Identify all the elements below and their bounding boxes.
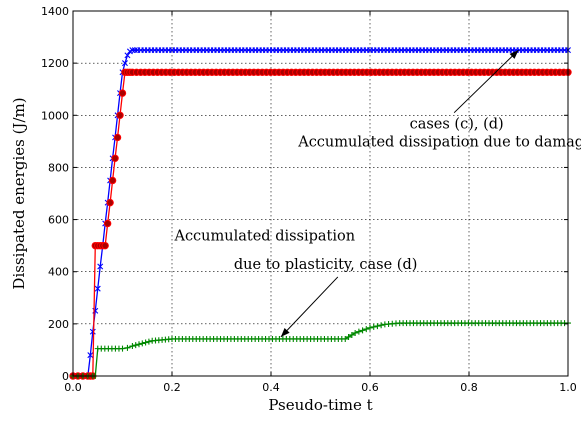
data-point (89, 328, 96, 335)
data-point (111, 154, 119, 163)
data-point (113, 133, 122, 142)
data-point (378, 322, 385, 329)
x-axis-label: Pseudo-time t (268, 396, 372, 414)
y-tick-label: 600 (48, 214, 69, 227)
data-point (139, 340, 146, 347)
annotation-text: due to plasticity, case (d) (234, 257, 418, 273)
annotation-arrowhead (280, 327, 290, 337)
data-point (342, 335, 349, 342)
annotation-text: cases (c), (d) (410, 116, 504, 132)
ticks: 0.0 0.2 0.4 0.6 0.8 1.0 0 200 400 600 800 1000 1200 1… (41, 5, 577, 394)
annotation-arrow (453, 49, 519, 114)
y-tick-label: 200 (48, 318, 69, 331)
data-point (145, 338, 152, 345)
data-point (124, 344, 131, 351)
y-tick-label: 1200 (41, 57, 69, 70)
data-point (108, 176, 117, 185)
x-tick-label: 1.0 (559, 381, 577, 394)
data-point (106, 198, 114, 207)
data-point (363, 326, 370, 333)
series-1 (69, 68, 572, 380)
data-point (345, 333, 352, 340)
data-point (355, 328, 362, 335)
annotation-arrows (280, 49, 519, 338)
series-line (73, 322, 568, 377)
data-point (374, 323, 381, 330)
data-point (129, 47, 136, 54)
y-tick-label: 400 (48, 266, 69, 279)
data-point (87, 352, 94, 359)
y-axis-label: Dissipated energies (J/m) (10, 97, 28, 289)
data-point (129, 343, 136, 350)
x-tick-label: 0.2 (163, 381, 181, 394)
y-tick-label: 1000 (41, 109, 69, 122)
data-point (101, 241, 109, 250)
series-line (73, 49, 568, 377)
series-layer (69, 47, 572, 380)
data-point (97, 263, 104, 270)
data-point (348, 331, 355, 338)
data-point (94, 285, 101, 292)
series-0 (70, 47, 571, 379)
data-point (367, 324, 373, 331)
annotation-text: Accumulated dissipation (173, 228, 355, 244)
plot-frame (72, 10, 569, 377)
data-point (118, 89, 127, 97)
x-tick-label: 0.4 (262, 381, 280, 394)
data-point (136, 341, 142, 348)
data-point (119, 345, 126, 352)
data-point (103, 219, 112, 228)
series-2 (70, 320, 571, 379)
data-point (352, 329, 359, 336)
annotation-text: Accumulated dissipation due to damage (297, 135, 581, 151)
y-tick-label: 800 (48, 161, 69, 174)
y-tick-label: 0 (62, 370, 69, 383)
data-point (142, 339, 149, 346)
annotation-arrowhead (509, 50, 519, 59)
data-point (121, 60, 128, 67)
x-tick-label: 0.0 (64, 381, 82, 394)
data-point (359, 327, 366, 334)
x-tick-label: 0.6 (361, 381, 379, 394)
annotation-arrow (280, 276, 339, 338)
annotations: cases (c), (d) Accumulated dissipation du… (173, 116, 581, 273)
data-point (132, 342, 139, 349)
y-tick-label: 1400 (41, 5, 69, 18)
grid (72, 10, 569, 377)
data-point (370, 323, 377, 330)
data-point (116, 111, 124, 119)
data-point (131, 47, 138, 54)
x-tick-label: 0.8 (460, 381, 478, 394)
data-point (124, 52, 131, 59)
